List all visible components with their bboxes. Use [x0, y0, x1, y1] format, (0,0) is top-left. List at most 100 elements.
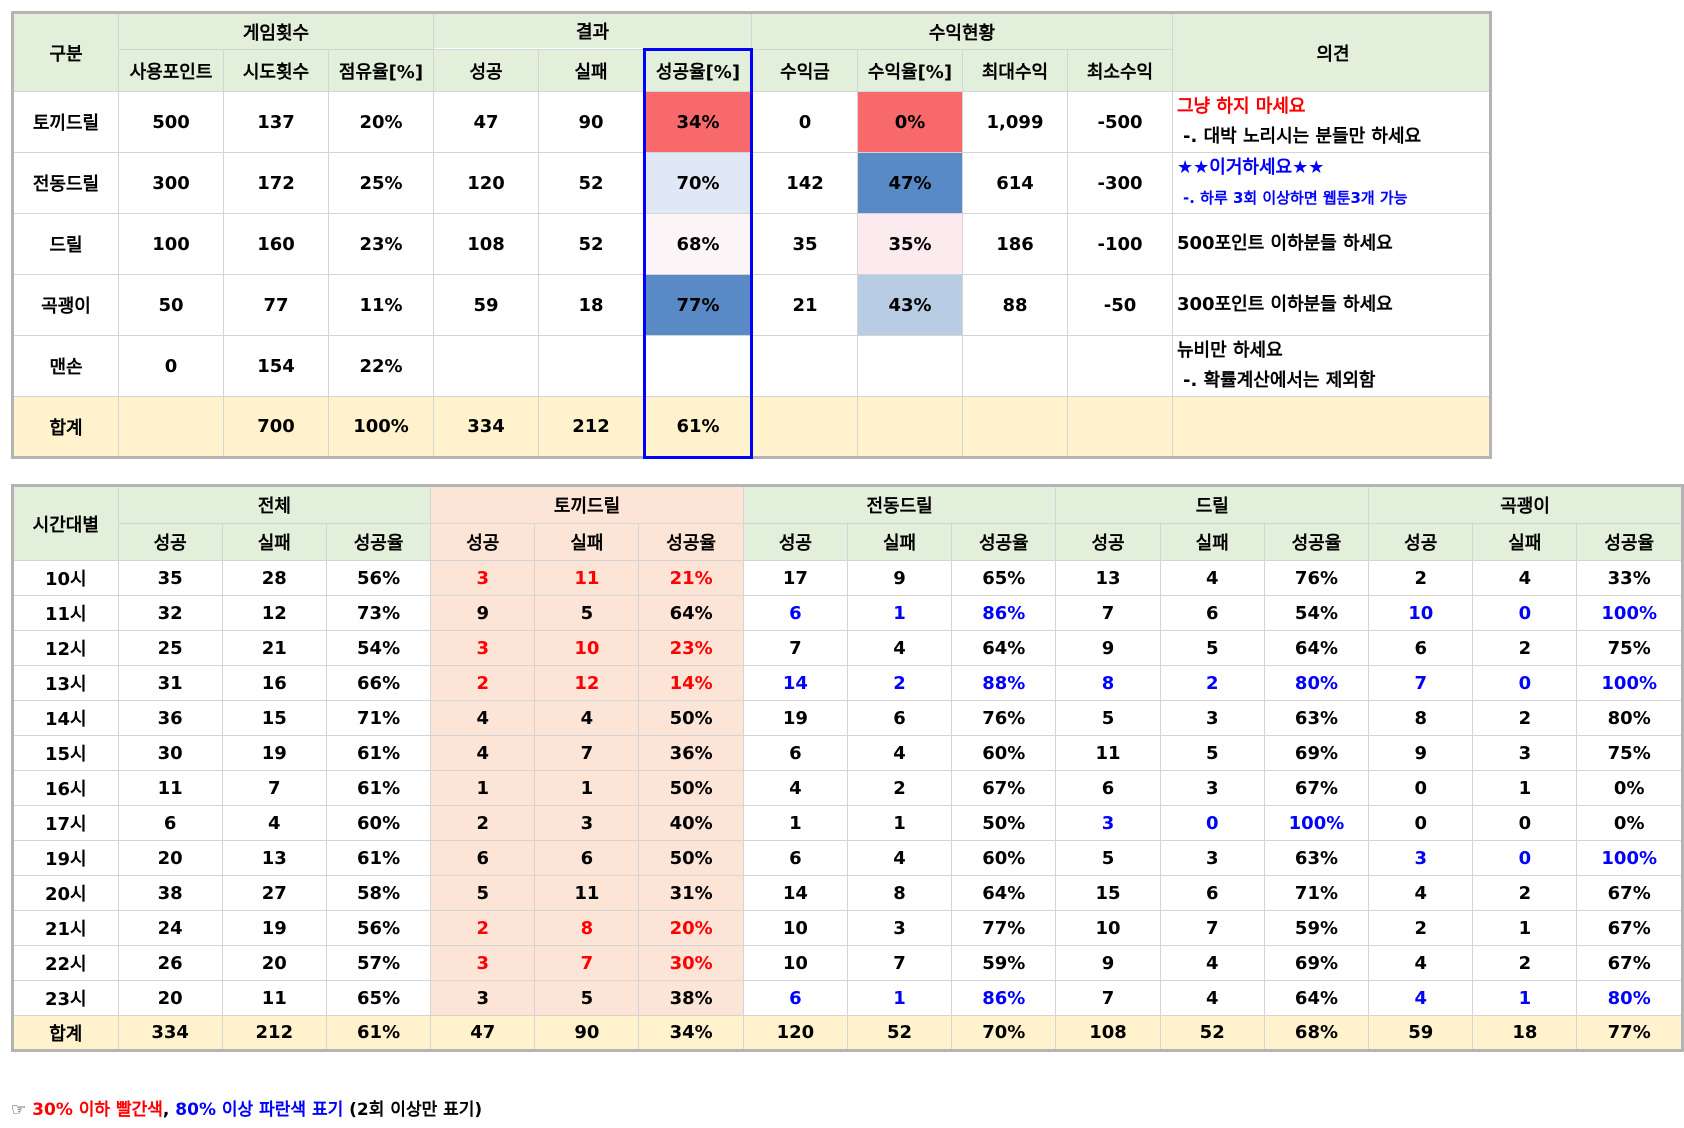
- cell: 40%: [638, 805, 744, 841]
- cell: 7: [742, 630, 849, 666]
- cell: 3: [1159, 840, 1265, 876]
- cell: 16: [221, 665, 327, 701]
- cell: 9: [846, 560, 953, 596]
- cell: 10: [1368, 595, 1474, 631]
- table-row: 드릴 100 160 23% 108 52 68% 35 35% 186 -100 500포인트 이하…: [12, 213, 1491, 275]
- cell: 2: [430, 910, 536, 946]
- cell: 20: [117, 840, 223, 876]
- cell: 5: [1159, 630, 1265, 666]
- column-header: 성공: [1368, 523, 1474, 561]
- cell: 77%: [643, 274, 753, 336]
- cell: 21: [751, 274, 858, 336]
- cell: 6: [846, 700, 953, 736]
- cell: 6: [117, 805, 223, 841]
- cell: 6: [1159, 875, 1265, 911]
- table-row: 16시 11 7 61% 1 1 50% 4 2 67% 6 3 67% 0 1 0%: [12, 770, 1683, 806]
- cell: 8: [1055, 665, 1161, 701]
- table-row: 13시 31 16 66% 2 12 14% 14 2 88% 8 2 80% 7 0 100%: [12, 665, 1683, 701]
- table-row: 곡괭이 50 77 11% 59 18 77% 21 43% 88 -50 300포인트 이하분들 하…: [12, 274, 1491, 336]
- cell: 30%: [638, 945, 744, 981]
- cell: 212: [538, 396, 645, 458]
- cell: [1067, 335, 1173, 397]
- cell: 4: [846, 735, 953, 771]
- cell: 64%: [951, 630, 1057, 666]
- column-header: 최소수익: [1067, 49, 1173, 92]
- cell: 65%: [325, 980, 432, 1016]
- cell: 54%: [1263, 595, 1370, 631]
- cell: 80%: [1576, 980, 1683, 1016]
- column-header: 시도횟수: [223, 49, 329, 92]
- cell: 5: [1055, 840, 1161, 876]
- cell: 17: [742, 560, 849, 596]
- column-header: 실패: [1159, 523, 1265, 561]
- cell: 142: [751, 152, 858, 214]
- cell: 100%: [1576, 665, 1683, 701]
- cell: 10: [742, 910, 849, 946]
- cell: 50%: [951, 805, 1057, 841]
- cell: 9: [1055, 630, 1161, 666]
- cell: 7: [1159, 910, 1265, 946]
- cell: 15: [221, 700, 327, 736]
- cell: 4: [534, 700, 640, 736]
- group-header: 결과: [433, 12, 752, 50]
- note: ☞ 30% 이하 빨간색, 80% 이상 파란색 표기 (2회 이상만 표기): [11, 1095, 482, 1120]
- opinion: ★★이거하세요★★ -. 하루 3회 이상하면 웹툰3개 가능: [1172, 152, 1491, 214]
- cell: 7: [846, 945, 953, 981]
- cell: 32: [117, 595, 223, 631]
- cell: [643, 335, 753, 397]
- cell: 80%: [1263, 665, 1370, 701]
- cell: 4: [430, 735, 536, 771]
- cell: 54%: [325, 630, 432, 666]
- cell: 2: [430, 665, 536, 701]
- cell: 186: [962, 213, 1068, 275]
- cell: 6: [742, 840, 849, 876]
- cell: 86%: [951, 595, 1057, 631]
- cell: 1: [430, 770, 536, 806]
- cell: 73%: [325, 595, 432, 631]
- cell: 3: [1368, 840, 1474, 876]
- cell: [1067, 396, 1173, 458]
- cell: 0: [1472, 595, 1578, 631]
- cell: 47: [433, 91, 539, 153]
- cell: 52: [1159, 1015, 1265, 1051]
- cell: 11: [221, 980, 327, 1016]
- cell: 4: [430, 700, 536, 736]
- column-header: 성공율: [325, 523, 432, 561]
- cell: 20%: [328, 91, 434, 153]
- cell: 0%: [1576, 770, 1683, 806]
- row-label: 11시: [12, 595, 119, 631]
- cell: 50%: [638, 770, 744, 806]
- cell: 2: [846, 665, 953, 701]
- table-row: 10시 35 28 56% 3 11 21% 17 9 65% 13 4 76% 2 4 33%: [12, 560, 1683, 596]
- cell: 67%: [1576, 945, 1683, 981]
- cell: 7: [534, 735, 640, 771]
- cell: 3: [1472, 735, 1578, 771]
- cell: 12: [221, 595, 327, 631]
- column-header: 성공: [430, 523, 536, 561]
- cell: 0%: [857, 91, 963, 153]
- cell: 6: [1368, 630, 1474, 666]
- table-row: 15시 30 19 61% 4 7 36% 6 4 60% 11 5 69% 9 3 75%: [12, 735, 1683, 771]
- cell: 36%: [638, 735, 744, 771]
- cell: 6: [742, 980, 849, 1016]
- column-header: 성공: [1055, 523, 1161, 561]
- column-header: 수익율[%]: [857, 49, 963, 92]
- subheader-row: 성공 실패 성공율 성공 실패 성공율 성공 실패 성공율 성공 실패 성공율 성공 실패 성공율: [13, 523, 1683, 561]
- cell: 100%: [1263, 805, 1370, 841]
- cell: 0: [751, 91, 858, 153]
- cell: 4: [1368, 875, 1474, 911]
- cell: 50: [118, 274, 224, 336]
- cell: 6: [742, 595, 849, 631]
- cell: [433, 335, 539, 397]
- cell: 4: [1159, 560, 1265, 596]
- cell: 65%: [951, 560, 1057, 596]
- column-header: 실패: [538, 49, 645, 92]
- cell: 100%: [328, 396, 434, 458]
- cell: 61%: [325, 735, 432, 771]
- column-header: 수익금: [751, 49, 858, 92]
- cell: 59%: [1263, 910, 1370, 946]
- cell: 100%: [1576, 840, 1683, 876]
- cell: 63%: [1263, 700, 1370, 736]
- cell: 0: [118, 335, 224, 397]
